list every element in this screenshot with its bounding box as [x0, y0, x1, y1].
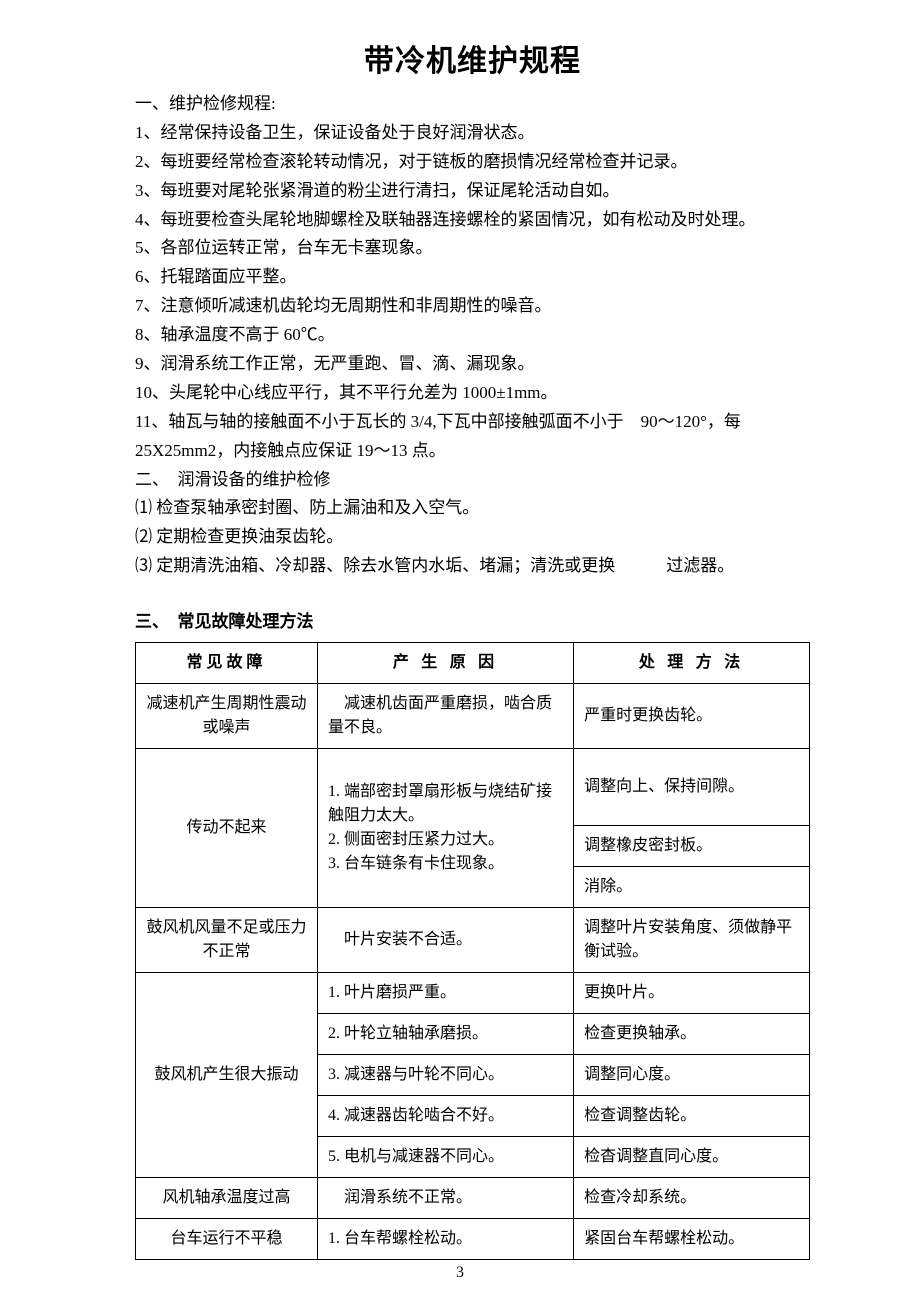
section-1-item: 1、经常保持设备卫生，保证设备处于良好润滑状态。 — [135, 119, 810, 148]
cause-cell: 2. 叶轮立轴轴承磨损。 — [317, 1014, 573, 1055]
table-header: 处 理 方 法 — [574, 643, 810, 684]
section-3-heading: 三、 常见故障处理方法 — [135, 607, 810, 632]
document-page: 带冷机维护规程 一、维护检修规程: 1、经常保持设备卫生，保证设备处于良好润滑状… — [0, 0, 920, 1310]
section-1-item: 3、每班要对尾轮张紧滑道的粉尘进行清扫，保证尾轮活动自如。 — [135, 177, 810, 206]
section-1-heading: 一、维护检修规程: — [135, 90, 810, 119]
page-number: 3 — [0, 1264, 920, 1282]
method-cell: 紧固台车帮螺栓松动。 — [574, 1219, 810, 1260]
section-1: 一、维护检修规程: 1、经常保持设备卫生，保证设备处于良好润滑状态。 2、每班要… — [135, 90, 810, 466]
section-2: 二、 润滑设备的维护检修 ⑴ 检查泵轴承密封圈、防上漏油和及入空气。 ⑵ 定期检… — [135, 466, 810, 582]
cause-cell: 3. 减速器与叶轮不同心。 — [317, 1055, 573, 1096]
method-cell: 检查更换轴承。 — [574, 1014, 810, 1055]
section-1-item: 2、每班要经常检查滚轮转动情况，对于链板的磨损情况经常检查并记录。 — [135, 148, 810, 177]
section-2-item: ⑵ 定期检查更换油泵齿轮。 — [135, 523, 810, 552]
cause-cell: 叶片安装不合适。 — [317, 908, 573, 973]
section-1-item: 6、托辊踏面应平整。 — [135, 263, 810, 292]
section-1-item: 5、各部位运转正常，台车无卡塞现象。 — [135, 234, 810, 263]
cause-cell: 4. 减速器齿轮啮合不好。 — [317, 1096, 573, 1137]
table-row: 台车运行不平稳 1. 台车帮螺栓松动。 紧固台车帮螺栓松动。 — [136, 1219, 810, 1260]
section-1-item: 7、注意倾听减速机齿轮均无周期性和非周期性的噪音。 — [135, 292, 810, 321]
fault-cell: 减速机产生周期性震动或噪声 — [136, 684, 318, 749]
fault-cell: 鼓风机风量不足或压力不正常 — [136, 908, 318, 973]
cause-cell: 1. 叶片磨损严重。 — [317, 973, 573, 1014]
method-cell: 严重时更换齿轮。 — [574, 684, 810, 749]
method-cell: 检查调整齿轮。 — [574, 1096, 810, 1137]
table-header-row: 常见故障 产 生 原 因 处 理 方 法 — [136, 643, 810, 684]
fault-cell: 鼓风机产生很大振动 — [136, 973, 318, 1178]
table-row: 鼓风机风量不足或压力不正常 叶片安装不合适。 调整叶片安装角度、须做静平衡试验。 — [136, 908, 810, 973]
cause-cell: 5. 电机与减速器不同心。 — [317, 1137, 573, 1178]
fault-cell: 传动不起来 — [136, 749, 318, 908]
fault-cell: 风机轴承温度过高 — [136, 1178, 318, 1219]
cause-cell: 1. 台车帮螺栓松动。 — [317, 1219, 573, 1260]
method-cell: 检杳调整直同心度。 — [574, 1137, 810, 1178]
section-1-item: 10、头尾轮中心线应平行，其不平行允差为 1000±1mm。 — [135, 379, 810, 408]
method-cell: 调整叶片安装角度、须做静平衡试验。 — [574, 908, 810, 973]
method-cell: 调整橡皮密封板。 — [574, 826, 810, 867]
fault-table: 常见故障 产 生 原 因 处 理 方 法 减速机产生周期性震动或噪声 减速机齿面… — [135, 642, 810, 1260]
method-cell: 消除。 — [574, 867, 810, 908]
table-row: 风机轴承温度过高 润滑系统不正常。 检查冷却系统。 — [136, 1178, 810, 1219]
table-row: 减速机产生周期性震动或噪声 减速机齿面严重磨损，啮合质量不良。 严重时更换齿轮。 — [136, 684, 810, 749]
section-2-heading: 二、 润滑设备的维护检修 — [135, 466, 810, 495]
section-1-item: 8、轴承温度不高于 60℃。 — [135, 321, 810, 350]
cause-cell: 1. 端部密封罩扇形板与烧结矿接触阻力太大。 2. 侧面密封压紧力过大。 3. … — [317, 749, 573, 908]
section-2-item: ⑶ 定期清洗油箱、冷却器、除去水管内水垢、堵漏；清洗或更换 过滤器。 — [135, 552, 810, 581]
fault-cell: 台车运行不平稳 — [136, 1219, 318, 1260]
section-1-item: 4、每班要检查头尾轮地脚螺栓及联轴器连接螺栓的紧固情况，如有松动及时处理。 — [135, 206, 810, 235]
table-row: 鼓风机产生很大振动 1. 叶片磨损严重。 更换叶片。 — [136, 973, 810, 1014]
section-2-item: ⑴ 检查泵轴承密封圈、防上漏油和及入空气。 — [135, 494, 810, 523]
table-header: 产 生 原 因 — [317, 643, 573, 684]
page-title: 带冷机维护规程 — [135, 36, 810, 80]
table-row: 传动不起来 1. 端部密封罩扇形板与烧结矿接触阻力太大。 2. 侧面密封压紧力过… — [136, 749, 810, 826]
method-cell: 检查冷却系统。 — [574, 1178, 810, 1219]
method-cell: 更换叶片。 — [574, 973, 810, 1014]
method-cell: 调整同心度。 — [574, 1055, 810, 1096]
cause-cell: 润滑系统不正常。 — [317, 1178, 573, 1219]
cause-cell: 减速机齿面严重磨损，啮合质量不良。 — [317, 684, 573, 749]
table-header: 常见故障 — [136, 643, 318, 684]
section-1-item: 9、润滑系统工作正常，无严重跑、冒、滴、漏现象。 — [135, 350, 810, 379]
section-1-item: 11、轴瓦与轴的接触面不小于瓦长的 3/4,下瓦中部接触弧面不小于 90～120… — [135, 408, 810, 466]
method-cell: 调整向上、保持间隙。 — [574, 749, 810, 826]
